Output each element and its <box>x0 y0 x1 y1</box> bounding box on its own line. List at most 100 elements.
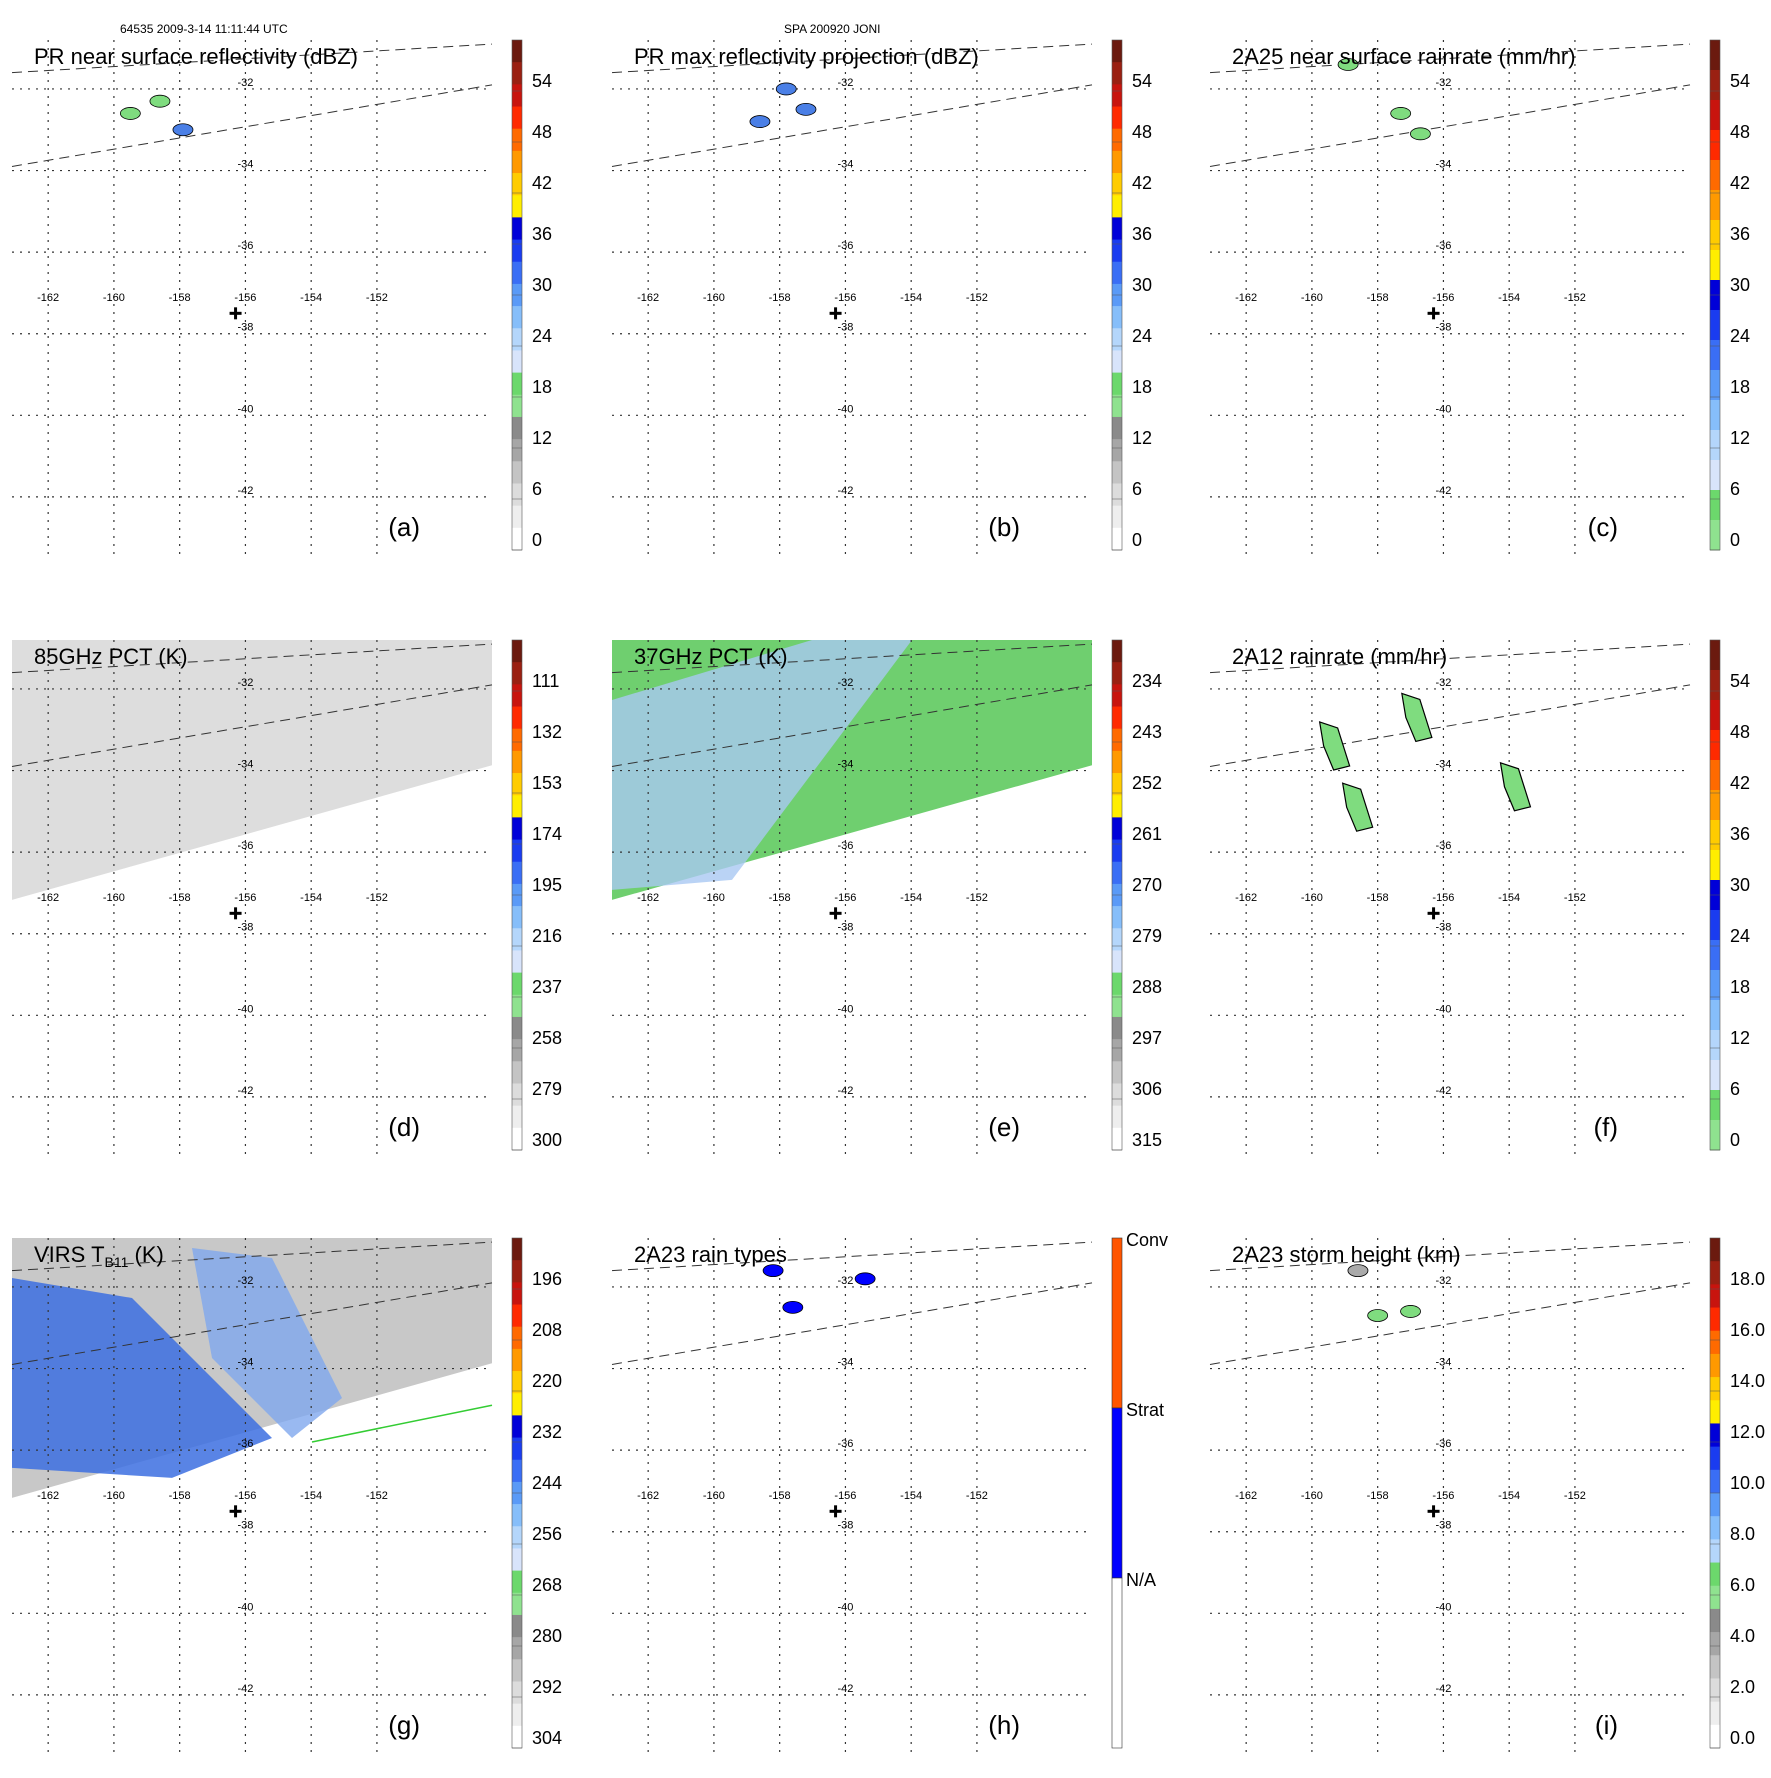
colorbar-segment <box>1112 128 1122 152</box>
colorbar-segment <box>1710 1539 1720 1564</box>
colorbar-segment <box>1710 1307 1720 1332</box>
colorbar-category: Conv <box>1126 1230 1168 1250</box>
colorbar-segment <box>1710 850 1720 881</box>
lon-label: -162 <box>1235 1490 1257 1502</box>
colorbar-label: 54 <box>1730 671 1750 691</box>
colorbar-segment <box>512 195 522 218</box>
lat-label: -36 <box>1435 1438 1451 1450</box>
colorbar-segment <box>512 1526 522 1549</box>
rain-echo-0 <box>1337 58 1359 71</box>
colorbar-label: 0 <box>1132 530 1142 550</box>
lon-label: -156 <box>234 292 256 304</box>
colorbar-segment <box>512 861 522 885</box>
storm-center-v <box>234 907 238 920</box>
lat-label: -32 <box>237 77 253 89</box>
colorbar-segment <box>1710 1516 1720 1540</box>
lon-label: -152 <box>966 892 988 904</box>
colorbar-segment <box>512 994 522 1018</box>
swath-edge-lower <box>1209 1282 1691 1365</box>
swath-edge-upper <box>1209 43 1691 74</box>
colorbar-segment <box>1710 1632 1720 1656</box>
panel-c: -162 -160 -158 -156 -154 -152 -32 -34 -36 -38 -40 -… <box>1209 39 1750 560</box>
lat-label: -40 <box>1435 1601 1451 1613</box>
storm-center-icon <box>829 307 842 320</box>
colorbar-segment <box>512 527 522 551</box>
colorbar-segment <box>512 1681 522 1705</box>
lat-label: -38 <box>237 322 253 334</box>
colorbar-segment <box>1112 328 1122 351</box>
colorbar-segment <box>1112 306 1122 329</box>
rain-echo-1 <box>172 123 194 137</box>
colorbar-label: 30 <box>532 275 552 295</box>
colorbar-segment <box>1111 1237 1123 1409</box>
panel-title-suffix: (K) <box>128 1242 163 1267</box>
colorbar-segment <box>512 40 522 63</box>
lon-label: -152 <box>366 892 388 904</box>
colorbar-segment <box>1112 640 1122 663</box>
colorbar-segment <box>1710 1701 1720 1726</box>
colorbar-segment <box>512 972 522 996</box>
colorbar-label: 54 <box>1730 71 1750 91</box>
lon-label: -158 <box>169 892 191 904</box>
colorbar-label: 24 <box>532 326 552 346</box>
colorbar-label: 6 <box>1730 479 1740 499</box>
swath-edge-lower <box>1209 684 1691 767</box>
lat-label: -32 <box>1435 677 1451 689</box>
lon-label: -158 <box>769 1490 791 1502</box>
colorbar-segment <box>1710 190 1720 221</box>
lat-label: -38 <box>837 1520 853 1532</box>
colorbar-segment <box>512 1039 522 1062</box>
colorbar-segment <box>1710 250 1720 281</box>
colorbar-segment <box>1112 461 1122 484</box>
colorbar-segment <box>1112 239 1122 263</box>
colorbar-segment <box>1710 1377 1720 1401</box>
rain-echo-2 <box>1347 1264 1369 1278</box>
lon-label: -158 <box>1367 892 1389 904</box>
lon-label: -160 <box>703 292 725 304</box>
colorbar-segment <box>512 217 522 241</box>
colorbar-label: 30 <box>1730 875 1750 895</box>
colorbar-label: 196 <box>532 1269 562 1289</box>
colorbar-segment <box>512 439 522 462</box>
swath-edge-upper <box>1209 643 1691 674</box>
colorbar-category: Strat <box>1126 1400 1164 1420</box>
lon-label: -162 <box>37 892 59 904</box>
swath-edge-upper <box>1209 1241 1691 1272</box>
lon-label: -156 <box>1432 1490 1454 1502</box>
colorbar-segment <box>1111 1407 1123 1579</box>
lon-label: -160 <box>103 1490 125 1502</box>
colorbar-segment <box>512 1393 522 1416</box>
colorbar-segment <box>1710 1423 1720 1448</box>
lat-label: -34 <box>837 759 853 771</box>
colorbar-segment <box>512 173 522 196</box>
swath-edge-lower <box>611 684 1093 767</box>
storm-center-v <box>834 307 838 320</box>
lat-label: -32 <box>837 1275 853 1287</box>
storm-center-icon <box>1427 1505 1440 1518</box>
lon-label: -152 <box>1564 892 1586 904</box>
colorbar-label: 54 <box>532 71 552 91</box>
rain-band-2 <box>1341 782 1374 832</box>
colorbar-label: 6.0 <box>1730 1575 1755 1595</box>
swath-edge-upper <box>11 643 493 674</box>
colorbar-label: 300 <box>532 1130 562 1150</box>
lon-label: -160 <box>1301 892 1323 904</box>
colorbar-segment <box>1710 310 1720 341</box>
map-svg-i: -162 -160 -158 -156 -154 -152 -32 -34 -36 -38 -40 -… <box>1209 1237 1765 1752</box>
panel-title: 2A23 storm height (km) <box>1232 1242 1461 1267</box>
colorbar-segment <box>1112 1061 1122 1084</box>
lat-label: -40 <box>1435 1003 1451 1015</box>
colorbar-segment <box>512 350 522 374</box>
colorbar-segment <box>1112 62 1122 85</box>
rain-band-3 <box>1318 721 1351 771</box>
panel-i: -162 -160 -158 -156 -154 -152 -32 -34 -36 -38 -40 -… <box>1209 1237 1765 1758</box>
lon-label: -162 <box>637 892 659 904</box>
lat-label: -40 <box>237 1601 253 1613</box>
swath-edge-lower <box>11 84 493 167</box>
colorbar-segment <box>1710 1446 1720 1471</box>
lon-label: -154 <box>1498 292 1520 304</box>
swath-edge-lower <box>611 1282 1093 1365</box>
lon-label: -160 <box>1301 1490 1323 1502</box>
colorbar-segment <box>1112 928 1122 951</box>
swath-edge-upper <box>11 1241 493 1272</box>
